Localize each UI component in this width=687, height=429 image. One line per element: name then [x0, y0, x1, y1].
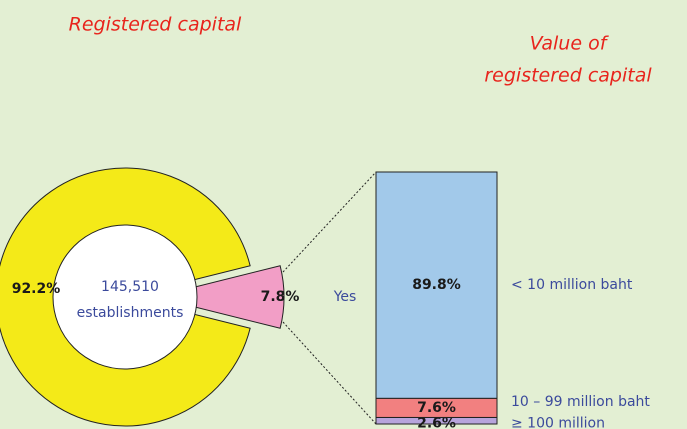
pie-slice — [154, 265, 285, 329]
pie-title: Registered capital — [69, 14, 242, 36]
bar-title: Value of — [530, 33, 610, 55]
category-label: ≥ 100 million — [511, 416, 605, 429]
center-text: establishments — [77, 305, 184, 321]
category-label: Yes — [333, 289, 357, 305]
data-label: 2.6% — [417, 416, 456, 429]
connector — [282, 321, 377, 425]
data-label: 89.8% — [412, 277, 461, 293]
pie-slice — [0, 167, 251, 427]
data-label: 7.8% — [261, 289, 300, 305]
connector — [282, 171, 377, 273]
category-label: 10 – 99 million baht — [511, 394, 650, 410]
bar-segment — [375, 171, 498, 399]
category-label: < 10 million baht — [511, 277, 633, 293]
data-label: 92.2% — [12, 281, 61, 297]
data-label: 7.6% — [417, 400, 456, 416]
donut-hole — [52, 224, 198, 370]
bar-title: registered capital — [484, 65, 652, 87]
center-text: 145,510 — [101, 279, 159, 295]
